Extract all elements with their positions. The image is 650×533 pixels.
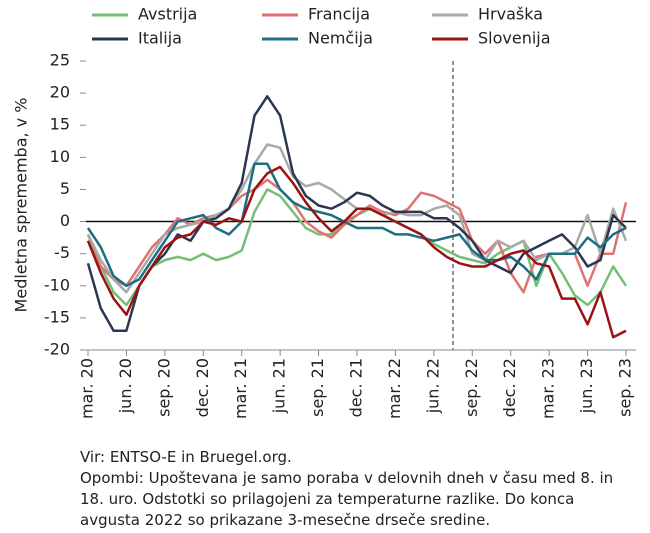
note-line: Vir: ENTSO-E in Bruegel.org. [80, 448, 292, 466]
y-tick-label: 5 [60, 179, 70, 198]
y-tick-label: -5 [54, 243, 70, 262]
note-line: Opombi: Upoštevana je samo poraba v delo… [80, 469, 614, 487]
chart: Medletna sprememba, v % -20 -15 -10 -5 0 5 10 1… [12, 5, 636, 419]
x-tick-label: dec. 22 [500, 358, 519, 417]
x-tick-label: jun. 23 [577, 358, 596, 414]
series-line [86, 95, 627, 332]
notes: Vir: ENTSO-E in Bruegel.org. Opombi: Upoš… [80, 447, 640, 531]
x-tick-label: dec. 20 [193, 358, 212, 417]
legend-label: Slovenija [478, 29, 551, 48]
x-tick-label: sep. 20 [154, 358, 173, 417]
legend-label: Italija [138, 29, 182, 48]
note-line: avgusta 2022 so prikazane 3-mesečne drse… [80, 511, 491, 529]
x-tick-label: sep. 23 [616, 358, 635, 417]
y-tick-label: 10 [50, 147, 70, 166]
x-tick-label: mar. 22 [385, 358, 404, 419]
x-tick-label: jun. 22 [423, 358, 442, 414]
legend-label: Hrvaška [478, 5, 543, 24]
y-tick-label: -20 [44, 340, 70, 359]
x-tick-label: mar. 21 [231, 358, 250, 419]
y-tick-label: -15 [44, 307, 70, 326]
x-tick-label: mar. 20 [78, 358, 97, 419]
y-tick-label: 20 [50, 83, 70, 102]
x-tick-label: sep. 21 [308, 358, 327, 417]
y-tick-label: 15 [50, 115, 70, 134]
x-tick-label: sep. 22 [462, 358, 481, 417]
note-line: 18. uro. Odstotki so prilagojeni za temp… [80, 490, 575, 508]
legend-label: Nemčija [308, 29, 373, 48]
series-line [86, 165, 627, 339]
x-tick-label: jun. 21 [270, 358, 289, 414]
y-tick-label: 0 [60, 211, 70, 230]
y-tick-label: -10 [44, 275, 70, 294]
x-tick-label: mar. 23 [539, 358, 558, 419]
series-line [86, 162, 627, 288]
series-line [86, 178, 628, 294]
legend-label: Avstrija [138, 5, 197, 24]
x-tick-label: jun. 20 [116, 358, 135, 414]
x-tick-label: dec. 21 [347, 358, 366, 417]
y-axis-label: Medletna sprememba, v % [12, 98, 31, 313]
legend-label: Francija [308, 5, 370, 24]
y-tick-label: 25 [50, 51, 70, 70]
series-line [86, 143, 628, 294]
